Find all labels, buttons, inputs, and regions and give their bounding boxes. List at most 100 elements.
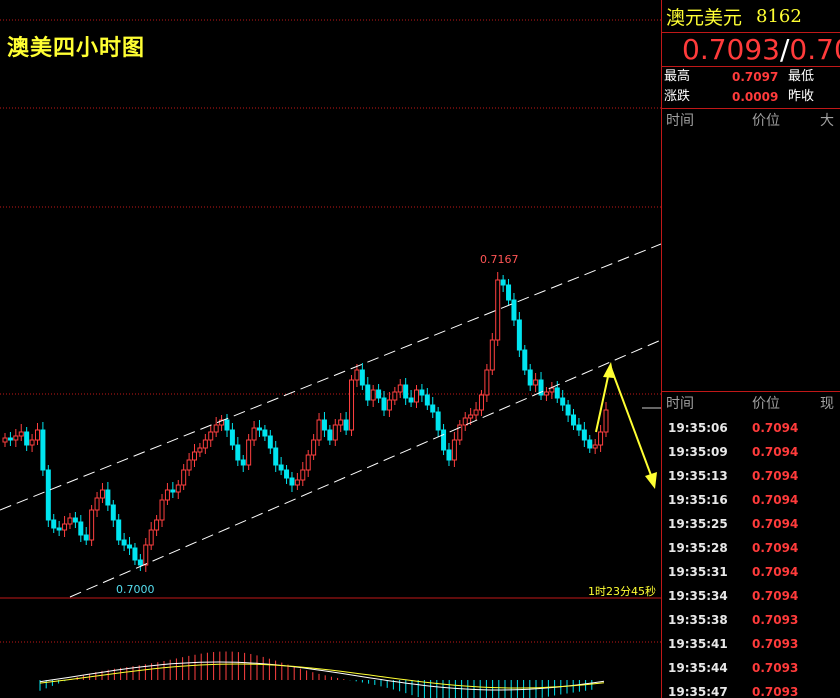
- candle-body: [84, 535, 88, 540]
- candle-body: [155, 520, 159, 530]
- tick-price: 0.7094: [752, 584, 798, 608]
- candle-body: [35, 430, 39, 440]
- candle-body: [117, 520, 121, 540]
- candle-body: [100, 490, 104, 498]
- candle-body: [52, 520, 56, 528]
- candle-body: [203, 440, 207, 448]
- tick-time: 19:35:38: [662, 608, 752, 632]
- tick-time: 19:35:09: [662, 440, 752, 464]
- candle-body: [436, 412, 440, 430]
- stat-label: 昨收: [788, 87, 814, 107]
- candle-body: [128, 545, 132, 548]
- tick-price: 0.7094: [752, 536, 798, 560]
- candle-body: [377, 390, 381, 398]
- candle-body: [19, 432, 23, 436]
- candle-body: [214, 425, 218, 432]
- tick-time: 19:35:13: [662, 464, 752, 488]
- candle-body: [366, 385, 370, 400]
- candle-body: [57, 528, 61, 530]
- candle-body: [46, 470, 50, 520]
- ask-price: 0.70: [789, 33, 840, 66]
- tick-column-headers: 时间 价位 现: [662, 392, 840, 416]
- column-volume: 大: [820, 109, 834, 133]
- candlestick-chart[interactable]: [0, 0, 661, 698]
- candle-body: [306, 455, 310, 470]
- tick-row: 19:35:16 0.7094: [662, 488, 840, 512]
- tick-row: 19:35:09 0.7094: [662, 440, 840, 464]
- candle-body: [490, 340, 494, 370]
- column-time: 时间: [662, 392, 752, 416]
- candle-body: [193, 452, 197, 460]
- candle-body: [577, 425, 581, 430]
- tick-price: 0.7093: [752, 608, 798, 632]
- tick-row: 19:35:41 0.7093: [662, 632, 840, 656]
- stats-row: 涨跌 0.0009 昨收: [662, 87, 840, 107]
- candle-body: [176, 485, 180, 492]
- trades-column-headers: 时间 价位 大: [662, 109, 840, 133]
- candle-body: [247, 440, 251, 465]
- candle-body: [599, 432, 603, 445]
- price-stats: 最高 0.7097 最低 涨跌 0.0009 昨收: [662, 67, 840, 109]
- tick-row: 19:35:25 0.7094: [662, 512, 840, 536]
- candle-body: [133, 548, 137, 560]
- candle-body: [387, 400, 391, 410]
- low-price-label: 0.7000: [116, 583, 155, 596]
- trend-channel: [0, 244, 661, 597]
- candle-body: [68, 518, 72, 524]
- tick-price: 0.7093: [752, 656, 798, 680]
- tick-price: 0.7094: [752, 488, 798, 512]
- candle-body: [507, 285, 511, 300]
- candle-body: [8, 438, 12, 440]
- macd-indicator: [40, 651, 604, 698]
- candle-body: [447, 450, 451, 460]
- candle-body: [225, 420, 229, 430]
- tick-price: 0.7094: [752, 560, 798, 584]
- tick-row: 19:35:47 0.7093: [662, 680, 840, 698]
- candle-body: [501, 280, 505, 285]
- stat-label: 涨跌: [662, 87, 732, 107]
- candle-body: [90, 510, 94, 540]
- high-price-label: 0.7167: [480, 253, 519, 266]
- candle-body: [209, 432, 213, 440]
- macd-dif-line: [40, 662, 604, 690]
- instrument-code: 8162: [756, 6, 802, 27]
- candle-body: [257, 428, 261, 430]
- tick-price: 0.7094: [752, 512, 798, 536]
- tick-row: 19:35:06 0.7094: [662, 416, 840, 440]
- candle-body: [398, 385, 402, 392]
- tick-price: 0.7094: [752, 440, 798, 464]
- tick-list[interactable]: 时间 价位 现 19:35:06 0.7094 19:35:09 0.7094 19:3…: [662, 391, 840, 698]
- candle-body: [3, 438, 7, 442]
- candle-body: [442, 430, 446, 450]
- instrument-name: 澳元美元: [666, 3, 742, 30]
- candle-body: [317, 420, 321, 440]
- candle-body: [73, 518, 77, 522]
- candle-body: [350, 380, 354, 430]
- tick-time: 19:35:31: [662, 560, 752, 584]
- candle-body: [393, 392, 397, 400]
- column-current: 现: [820, 392, 834, 416]
- candle-body: [452, 440, 456, 460]
- chart-pane[interactable]: 澳美四小时图 0.7167 0.7000 1时23分45秒: [0, 0, 661, 698]
- candle-body: [409, 398, 413, 402]
- candle-body: [198, 448, 202, 452]
- tick-price: 0.7094: [752, 464, 798, 488]
- candle-body: [328, 430, 332, 440]
- tick-time: 19:35:47: [662, 680, 752, 698]
- macd-dea-line: [40, 664, 604, 688]
- tick-price: 0.7093: [752, 680, 798, 698]
- chart-title: 澳美四小时图: [7, 30, 145, 62]
- tick-row: 19:35:13 0.7094: [662, 464, 840, 488]
- candle-body: [414, 390, 418, 402]
- stat-value: 0.0009: [732, 87, 788, 107]
- candle-body: [285, 470, 289, 478]
- tick-price: 0.7094: [752, 416, 798, 440]
- candle-body: [171, 490, 175, 492]
- tick-time: 19:35:28: [662, 536, 752, 560]
- price-separator: /: [780, 33, 789, 66]
- tick-row: 19:35:28 0.7094: [662, 536, 840, 560]
- candle-body: [268, 436, 272, 448]
- tick-time: 19:35:41: [662, 632, 752, 656]
- candle-body: [106, 490, 110, 505]
- candle-body: [122, 540, 126, 545]
